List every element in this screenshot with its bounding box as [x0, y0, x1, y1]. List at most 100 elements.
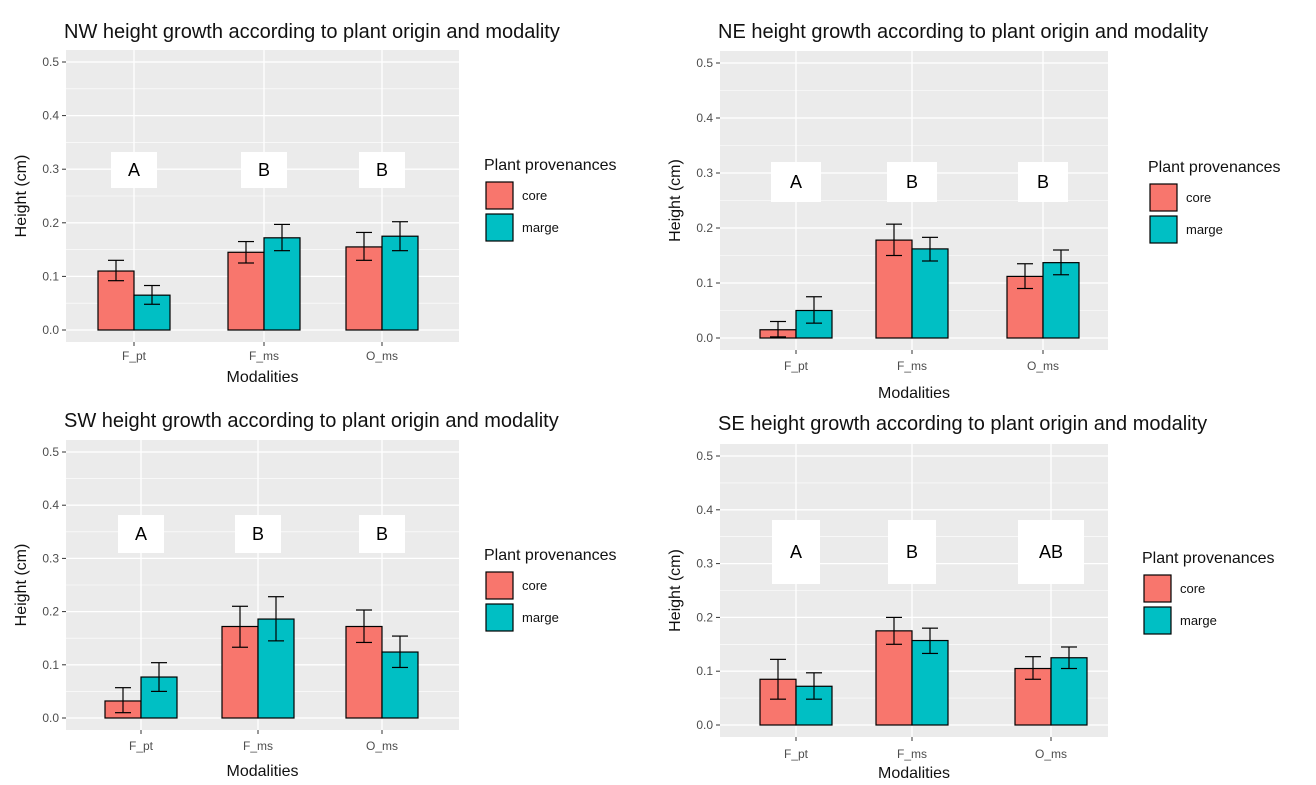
- significance-letter: A: [135, 524, 147, 544]
- y-tick-label: 0.5: [696, 56, 713, 70]
- legend-key-core: [485, 181, 514, 210]
- legend-title: Plant provenances: [484, 547, 617, 564]
- chart-panel: SE height growth according to plant orig…: [667, 413, 1275, 782]
- legend-label: marge: [1180, 613, 1217, 628]
- bar-marge-O_ms: [381, 235, 419, 331]
- y-tick-label: 0.1: [42, 658, 59, 672]
- y-tick-label: 0.3: [42, 162, 59, 176]
- significance-letter: A: [790, 172, 802, 192]
- y-tick-label: 0.3: [696, 166, 713, 180]
- y-tick-label: 0.0: [42, 323, 59, 337]
- y-tick-label: 0.2: [42, 216, 59, 230]
- significance-label-box: [118, 515, 164, 553]
- legend-key-marge: [485, 603, 514, 632]
- y-tick-label: 0.4: [696, 503, 713, 517]
- legend-label: core: [522, 188, 547, 203]
- legend-key-marge: [1143, 606, 1172, 635]
- y-tick-label: 0.1: [696, 276, 713, 290]
- significance-letter: B: [376, 160, 388, 180]
- significance-label-box: [241, 152, 287, 188]
- y-tick-label: 0.1: [696, 664, 713, 678]
- chart-panel: SW height growth according to plant orig…: [13, 410, 617, 780]
- legend-label: marge: [1186, 222, 1223, 237]
- y-tick-label: 0.2: [42, 605, 59, 619]
- legend-title: Plant provenances: [1142, 550, 1275, 567]
- y-tick-label: 0.0: [696, 331, 713, 345]
- y-axis-title: Height (cm): [667, 549, 684, 632]
- significance-letter: B: [1037, 172, 1049, 192]
- y-axis-title: Height (cm): [13, 544, 30, 627]
- legend-title: Plant provenances: [1148, 159, 1281, 176]
- chart-title: SW height growth according to plant orig…: [64, 410, 559, 432]
- chart-title: NE height growth according to plant orig…: [718, 21, 1208, 43]
- bar-core-O_ms: [345, 625, 383, 719]
- y-tick-label: 0.5: [42, 445, 59, 459]
- legend-key-marge: [1149, 215, 1178, 244]
- x-tick-label: F_ms: [249, 349, 279, 363]
- significance-label-box: [772, 520, 820, 584]
- significance-label-box: [359, 152, 405, 188]
- legend-label: marge: [522, 610, 559, 625]
- chart-title: SE height growth according to plant orig…: [718, 413, 1207, 435]
- significance-letter: B: [376, 524, 388, 544]
- y-tick-label: 0.0: [42, 711, 59, 725]
- significance-letter: AB: [1039, 542, 1063, 562]
- y-tick-label: 0.0: [696, 718, 713, 732]
- legend-key-core: [485, 571, 514, 600]
- legend-title: Plant provenances: [484, 157, 617, 174]
- legend-label: marge: [522, 220, 559, 235]
- y-tick-label: 0.3: [696, 557, 713, 571]
- y-tick-label: 0.3: [42, 551, 59, 565]
- legend-key-marge: [485, 213, 514, 242]
- x-tick-label: F_pt: [784, 359, 809, 373]
- significance-label-box: [359, 515, 405, 553]
- y-tick-label: 0.1: [42, 269, 59, 283]
- y-tick-label: 0.2: [696, 221, 713, 235]
- significance-label-box: [111, 152, 157, 188]
- legend-label: core: [1180, 581, 1205, 596]
- significance-label-box: [1018, 520, 1084, 584]
- x-tick-label: O_ms: [1035, 747, 1067, 761]
- x-axis-title: Modalities: [226, 763, 298, 780]
- significance-label-box: [771, 162, 821, 202]
- x-axis-title: Modalities: [878, 385, 950, 402]
- y-tick-label: 0.2: [696, 610, 713, 624]
- significance-label-box: [1018, 162, 1068, 202]
- significance-letter: A: [128, 160, 140, 180]
- x-axis-title: Modalities: [878, 765, 950, 782]
- legend-key-core: [1149, 183, 1178, 212]
- significance-letter: B: [252, 524, 264, 544]
- y-tick-label: 0.5: [42, 55, 59, 69]
- chart-title: NW height growth according to plant orig…: [64, 21, 560, 43]
- y-axis-title: Height (cm): [667, 159, 684, 242]
- significance-letter: B: [258, 160, 270, 180]
- y-tick-label: 0.4: [42, 109, 59, 123]
- x-tick-label: F_ms: [897, 747, 927, 761]
- chart-panel: NW height growth according to plant orig…: [13, 21, 617, 386]
- bar-core-F_ms: [875, 630, 913, 726]
- chart-panel: NE height growth according to plant orig…: [667, 21, 1281, 402]
- significance-letter: B: [906, 542, 918, 562]
- x-tick-label: F_ms: [897, 359, 927, 373]
- significance-letter: A: [790, 542, 802, 562]
- x-tick-label: O_ms: [366, 739, 398, 753]
- x-tick-label: F_pt: [129, 739, 154, 753]
- x-tick-label: O_ms: [1027, 359, 1059, 373]
- significance-label-box: [887, 162, 937, 202]
- y-axis-title: Height (cm): [13, 155, 30, 238]
- x-tick-label: O_ms: [366, 349, 398, 363]
- significance-letter: B: [906, 172, 918, 192]
- bar-marge-F_ms: [911, 248, 949, 339]
- significance-label-box: [888, 520, 936, 584]
- bar-marge-F_ms: [263, 237, 301, 331]
- legend-label: core: [1186, 190, 1211, 205]
- x-tick-label: F_ms: [243, 739, 273, 753]
- y-tick-label: 0.5: [696, 449, 713, 463]
- y-tick-label: 0.4: [696, 111, 713, 125]
- x-tick-label: F_pt: [122, 349, 147, 363]
- x-tick-label: F_pt: [784, 747, 809, 761]
- legend-label: core: [522, 578, 547, 593]
- legend-key-core: [1143, 574, 1172, 603]
- y-tick-label: 0.4: [42, 498, 59, 512]
